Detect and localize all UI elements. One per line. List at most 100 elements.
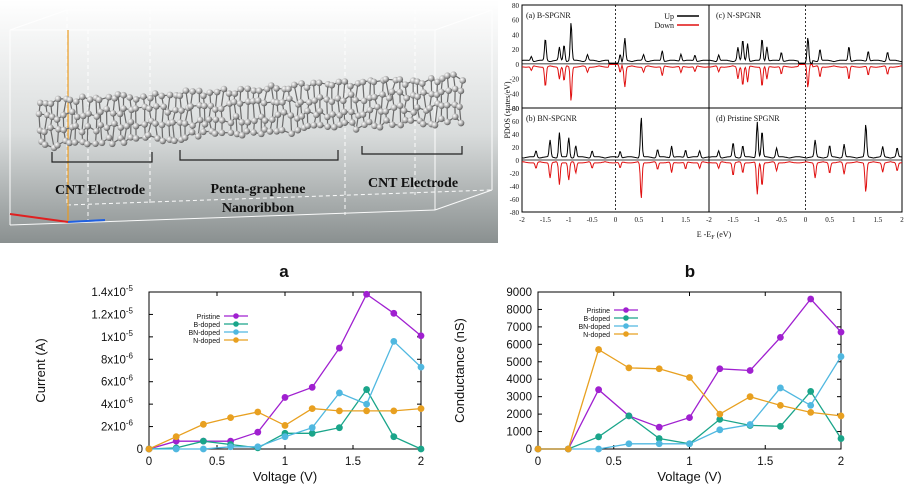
pdos-ytick-label: -60 [510,196,520,204]
atom [298,80,305,87]
legend-label: N-doped [583,332,610,339]
x-tick-label: 1.5 [345,456,361,468]
atom [324,113,331,121]
atom [120,139,128,146]
pdos-panel: 806040200-20-40-60806040200-20-40-60-80-… [502,0,906,243]
atom [255,87,263,95]
atom [273,99,281,106]
x-tick-label: 0.5 [606,456,622,468]
atom [169,119,176,126]
atom [383,116,390,124]
atom [178,107,185,114]
pdos-ytick-label: -20 [510,76,520,84]
pdos-label-a: (a) B-SPGNR [526,11,571,20]
y-axis-label: Current (A) [33,338,48,402]
atom [316,121,324,129]
data-point-n-doped [777,401,784,409]
data-point-pristine [336,344,343,352]
y-tick-label: 6x10-6 [101,374,134,389]
atom [335,78,343,86]
atom [187,103,194,110]
atom [60,126,68,134]
data-point-pristine [655,423,663,431]
data-point-n-doped [655,365,663,373]
atom [316,94,324,101]
atom [227,129,235,137]
pdos-xtick-label: -2 [706,216,712,224]
atom [290,81,298,89]
atom [250,87,258,94]
series-line-bn-doped [538,356,842,450]
atom [396,88,404,96]
atom [41,128,48,136]
atom [437,88,445,96]
atom [288,130,295,137]
atom [336,121,344,128]
legend-label: B-doped [194,322,221,329]
atom [260,99,268,107]
pdos-label-c: (c) N-SPGNR [716,11,762,20]
data-point-b-doped [807,388,815,395]
atom [47,124,54,131]
pdos-xtick-label: 0 [804,216,808,224]
x-tick-label: 1 [686,456,692,468]
atom [341,119,349,127]
atom [238,118,246,126]
pdos-xtick-label: 1 [852,216,856,224]
atom [339,97,347,105]
atom [444,72,451,79]
atom [66,96,74,104]
atom [266,128,274,135]
pdos-up-curve [708,37,903,64]
pdos-label-d: (d) Pristine SPGNR [716,114,780,123]
pdos-xtick-label: -1.5 [728,216,740,224]
pdos-xtick-label: 0.5 [635,216,644,224]
y-tick-label: 2000 [506,409,532,421]
atom [329,111,336,118]
series-line-n-doped [538,348,842,450]
legend-marker [623,307,629,313]
x-tick-label: 0 [535,456,541,468]
atom [132,122,140,130]
atom [93,127,100,135]
data-point-bn-doped [227,443,235,451]
atom [330,123,338,131]
atom [152,120,159,127]
data-point-b-doped [417,445,425,453]
current-voltage-chart: a0 0.5 1 1.5 202x10-64x10-66x10-68x10-61x10-… [33,262,425,484]
atom [261,126,268,133]
pdos-xtick-label: -2 [519,216,525,224]
data-point-n-doped [308,405,316,413]
data-point-bn-doped [417,363,425,371]
atom [207,102,215,110]
atom [189,88,196,95]
atom [244,85,252,93]
data-point-n-doped [281,422,289,429]
atom [451,113,459,121]
atom [279,98,286,106]
data-point-bn-doped [336,389,343,397]
data-point-n-doped [837,412,845,420]
atom [298,113,306,120]
atom [92,140,99,147]
atom [188,128,196,136]
y-tick-label: 9000 [506,287,532,299]
atom [217,105,225,113]
atom [213,88,221,96]
x-tick-label: 1.5 [757,456,773,468]
data-point-bn-doped [655,440,663,448]
atom [347,91,355,98]
atom [42,100,50,107]
atom [324,123,331,130]
atom [182,87,190,94]
nanoribbon-atoms [35,71,467,152]
legend-marker [623,323,629,329]
pdos-curves [521,23,903,198]
legend-marker [233,313,239,319]
atom [376,123,384,131]
atom [126,94,134,101]
data-point-pristine [686,414,693,421]
atom [254,97,262,104]
atom [294,126,302,134]
data-point-pristine [807,295,815,303]
